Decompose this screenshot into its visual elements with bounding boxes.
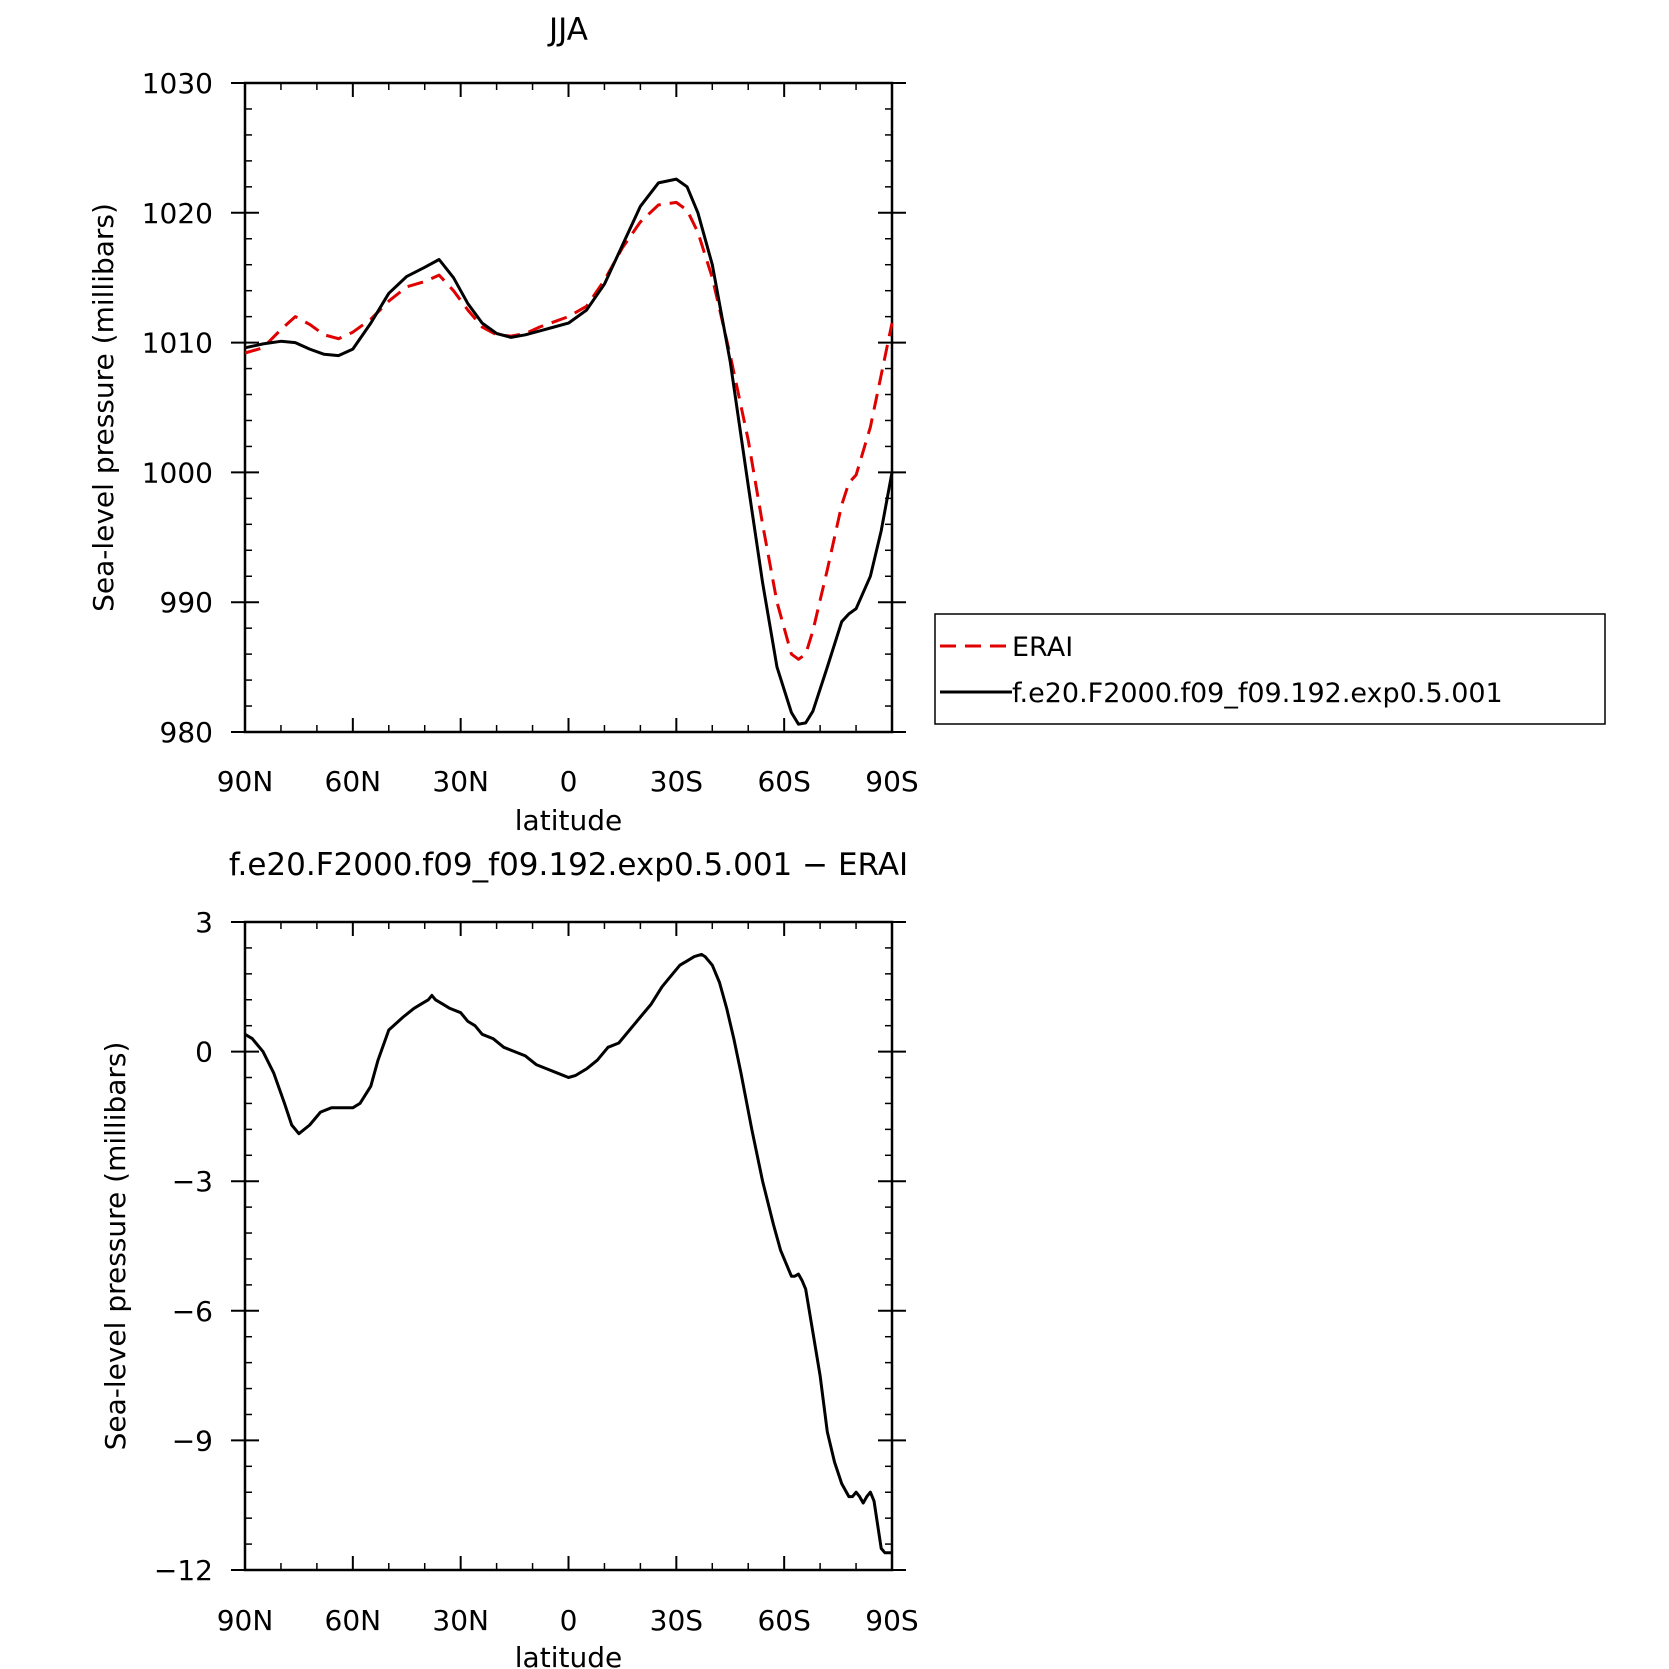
y-tick-label: 1030 bbox=[142, 67, 213, 100]
y-tick-label: −12 bbox=[154, 1554, 213, 1587]
y-tick-label: 980 bbox=[160, 716, 213, 749]
x-tick-label: 60N bbox=[325, 1604, 382, 1637]
y-tick-label: 990 bbox=[160, 586, 213, 619]
x-tick-label: 30S bbox=[650, 765, 703, 798]
plot-frame bbox=[243, 81, 894, 734]
x-tick-label: 60S bbox=[757, 765, 810, 798]
x-tick-label: 90N bbox=[217, 1604, 274, 1637]
y-tick-label: 3 bbox=[195, 906, 213, 939]
x-tick-label: 30S bbox=[650, 1604, 703, 1637]
x-tick-label: 0 bbox=[560, 1604, 578, 1637]
y-tick-label: 1010 bbox=[142, 327, 213, 360]
legend-label: f.e20.F2000.f09_f09.192.exp0.5.001 bbox=[1012, 678, 1503, 709]
series-line bbox=[244, 952, 892, 1555]
y-axis-label: Sea-level pressure (millibars) bbox=[99, 1042, 132, 1451]
x-tick-label: 60S bbox=[757, 1604, 810, 1637]
y-tick-label: −3 bbox=[172, 1165, 213, 1198]
y-axis-label: Sea-level pressure (millibars) bbox=[87, 203, 120, 612]
series-line bbox=[244, 177, 894, 726]
plot-frame bbox=[243, 920, 894, 1572]
x-axis-label: latitude bbox=[515, 1641, 622, 1669]
series-line bbox=[244, 200, 894, 661]
x-tick-label: 90S bbox=[865, 765, 918, 798]
y-tick-label: 0 bbox=[195, 1036, 213, 1069]
chart-title: f.e20.F2000.f09_f09.192.exp0.5.001 − ERA… bbox=[229, 847, 908, 883]
legend-label: ERAI bbox=[1012, 632, 1073, 663]
x-tick-label: 60N bbox=[325, 765, 382, 798]
x-tick-label: 90N bbox=[217, 765, 274, 798]
x-tick-label: 30N bbox=[432, 1604, 489, 1637]
y-tick-label: 1020 bbox=[142, 197, 213, 230]
y-tick-label: −6 bbox=[172, 1295, 213, 1328]
top-chart: JJA 90N 60N 30N 0 30S 60S 90S 980 990 1000 1010 1020… bbox=[87, 12, 1606, 837]
x-tick-label: 0 bbox=[560, 765, 578, 798]
legend: ERAI f.e20.F2000.f09_f09.192.exp0.5.001 bbox=[934, 613, 1606, 725]
difference-chart: f.e20.F2000.f09_f09.192.exp0.5.001 − ERA… bbox=[99, 847, 919, 1669]
x-tick-label: 90S bbox=[865, 1604, 918, 1637]
chart-title: JJA bbox=[547, 12, 588, 48]
x-tick-label: 30N bbox=[432, 765, 489, 798]
x-axis-label: latitude bbox=[515, 804, 622, 837]
y-tick-label: 1000 bbox=[142, 456, 213, 489]
legend-box bbox=[934, 613, 1606, 725]
y-tick-label: −9 bbox=[172, 1424, 213, 1457]
